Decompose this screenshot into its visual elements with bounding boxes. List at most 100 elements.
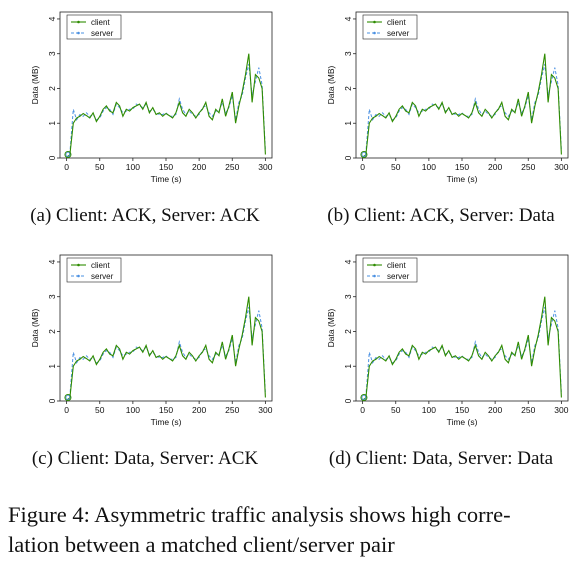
x-tick-label: 250	[225, 162, 239, 172]
y-tick-label: 1	[343, 364, 353, 369]
subfigure-caption: (a) Client: ACK, Server: ACK	[30, 205, 260, 226]
y-tick-label: 2	[343, 329, 353, 334]
y-tick-label: 1	[47, 121, 57, 126]
x-tick-label: 200	[192, 162, 206, 172]
y-tick-label: 4	[47, 259, 57, 264]
y-tick-label: 1	[343, 121, 353, 126]
legend-marker-server	[77, 31, 80, 35]
x-tick-label: 50	[391, 405, 401, 415]
client-start-marker	[64, 394, 72, 402]
chart-b: 0 50 100 150 200 250 300 0 1 2 3 4 Time (s) Data (MB)…	[326, 11, 569, 184]
x-tick-label: 300	[554, 162, 568, 172]
legend-box	[362, 14, 418, 40]
server-series-line	[66, 306, 266, 402]
x-tick-label: 0	[64, 162, 69, 172]
x-tick-label: 100	[422, 162, 436, 172]
client-start-marker	[360, 394, 368, 402]
legend-marker-server	[373, 274, 376, 278]
figure-caption-line: Figure 4: Asymmetric traffic analysis sh…	[8, 502, 511, 527]
x-tick-label: 300	[258, 405, 272, 415]
x-tick-label: 150	[455, 405, 469, 415]
server-start-marker	[65, 152, 71, 157]
server-start-marker	[361, 395, 367, 400]
y-tick-label: 2	[47, 329, 57, 334]
subfigure-b: 0 50 100 150 200 250 300 0 1 2 3 4 Time (s) Data (MB)…	[296, 0, 586, 240]
figure-caption-line: lation between a matched client/server p…	[8, 532, 395, 557]
y-tick-label: 3	[343, 51, 353, 56]
y-axis-label: Data (MB)	[326, 65, 336, 104]
x-tick-label: 50	[95, 405, 105, 415]
chart-c: 0 50 100 150 200 250 300 0 1 2 3 4 Time (s) Data (MB)…	[30, 254, 273, 427]
subfigure-caption: (b) Client: ACK, Server: Data	[327, 205, 555, 226]
y-axis-label: Data (MB)	[30, 308, 40, 347]
x-tick-label: 0	[360, 405, 365, 415]
legend-label-server: server	[387, 272, 410, 281]
x-tick-label: 150	[159, 405, 173, 415]
y-tick-label: 2	[343, 86, 353, 91]
x-axis-label: Time (s)	[447, 417, 478, 427]
y-tick-label: 3	[343, 294, 353, 299]
server-series-line	[362, 63, 562, 159]
y-tick-label: 4	[343, 259, 353, 264]
x-tick-label: 250	[521, 162, 535, 172]
x-tick-label: 300	[554, 405, 568, 415]
subfigure-caption: (d) Client: Data, Server: Data	[328, 448, 554, 469]
x-tick-label: 250	[225, 405, 239, 415]
x-tick-label: 300	[258, 162, 272, 172]
client-series-line	[362, 296, 562, 402]
legend-box	[66, 14, 122, 40]
client-start-marker	[360, 151, 368, 159]
x-tick-label: 50	[95, 162, 105, 172]
legend-marker-client	[373, 20, 376, 24]
y-tick-label: 2	[47, 86, 57, 91]
legend-label-client: client	[387, 18, 406, 27]
legend-marker-client	[77, 20, 80, 24]
legend-label-client: client	[91, 18, 110, 27]
x-tick-label: 200	[192, 405, 206, 415]
x-tick-label: 100	[126, 405, 140, 415]
subfigure-c: 0 50 100 150 200 250 300 0 1 2 3 4 Time (s) Data (MB)…	[0, 243, 290, 483]
chart-a: 0 50 100 150 200 250 300 0 1 2 3 4 Time (s) Data (MB)…	[30, 11, 273, 184]
x-axis-label: Time (s)	[151, 417, 182, 427]
x-tick-label: 100	[126, 162, 140, 172]
y-tick-label: 0	[47, 398, 57, 403]
y-axis-label: Data (MB)	[326, 308, 336, 347]
legend-label-server: server	[91, 29, 114, 38]
subfigure-d: 0 50 100 150 200 250 300 0 1 2 3 4 Time (s) Data (MB)…	[296, 243, 586, 483]
legend-box	[362, 257, 418, 283]
server-start-marker	[361, 152, 367, 157]
x-tick-label: 0	[360, 162, 365, 172]
legend: client server	[362, 257, 418, 283]
legend: client server	[66, 14, 122, 40]
y-tick-label: 4	[343, 16, 353, 21]
client-start-marker	[64, 151, 72, 159]
y-axis-label: Data (MB)	[30, 65, 40, 104]
subfigure-a: 0 50 100 150 200 250 300 0 1 2 3 4 Time (s) Data (MB)…	[0, 0, 290, 240]
y-tick-label: 1	[47, 364, 57, 369]
y-tick-label: 0	[343, 155, 353, 160]
legend: client server	[362, 14, 418, 40]
chart-d: 0 50 100 150 200 250 300 0 1 2 3 4 Time (s) Data (MB)…	[326, 254, 569, 427]
x-tick-label: 200	[488, 405, 502, 415]
legend-box	[66, 257, 122, 283]
server-start-marker	[65, 395, 71, 400]
y-tick-label: 0	[47, 155, 57, 160]
legend: client server	[66, 257, 122, 283]
x-tick-label: 150	[455, 162, 469, 172]
x-axis-label: Time (s)	[151, 174, 182, 184]
y-tick-label: 4	[47, 16, 57, 21]
figure-caption: Figure 4: Asymmetric traffic analysis sh…	[8, 500, 584, 560]
legend-label-server: server	[387, 29, 410, 38]
client-series-line	[66, 296, 266, 402]
x-tick-label: 200	[488, 162, 502, 172]
legend-marker-client	[77, 263, 80, 267]
server-series-line	[362, 306, 562, 402]
legend-label-server: server	[91, 272, 114, 281]
x-tick-label: 0	[64, 405, 69, 415]
client-series-line	[362, 53, 562, 159]
x-axis-label: Time (s)	[447, 174, 478, 184]
y-tick-label: 3	[47, 294, 57, 299]
x-tick-label: 250	[521, 405, 535, 415]
server-series-line	[66, 63, 266, 159]
legend-marker-server	[373, 31, 376, 35]
